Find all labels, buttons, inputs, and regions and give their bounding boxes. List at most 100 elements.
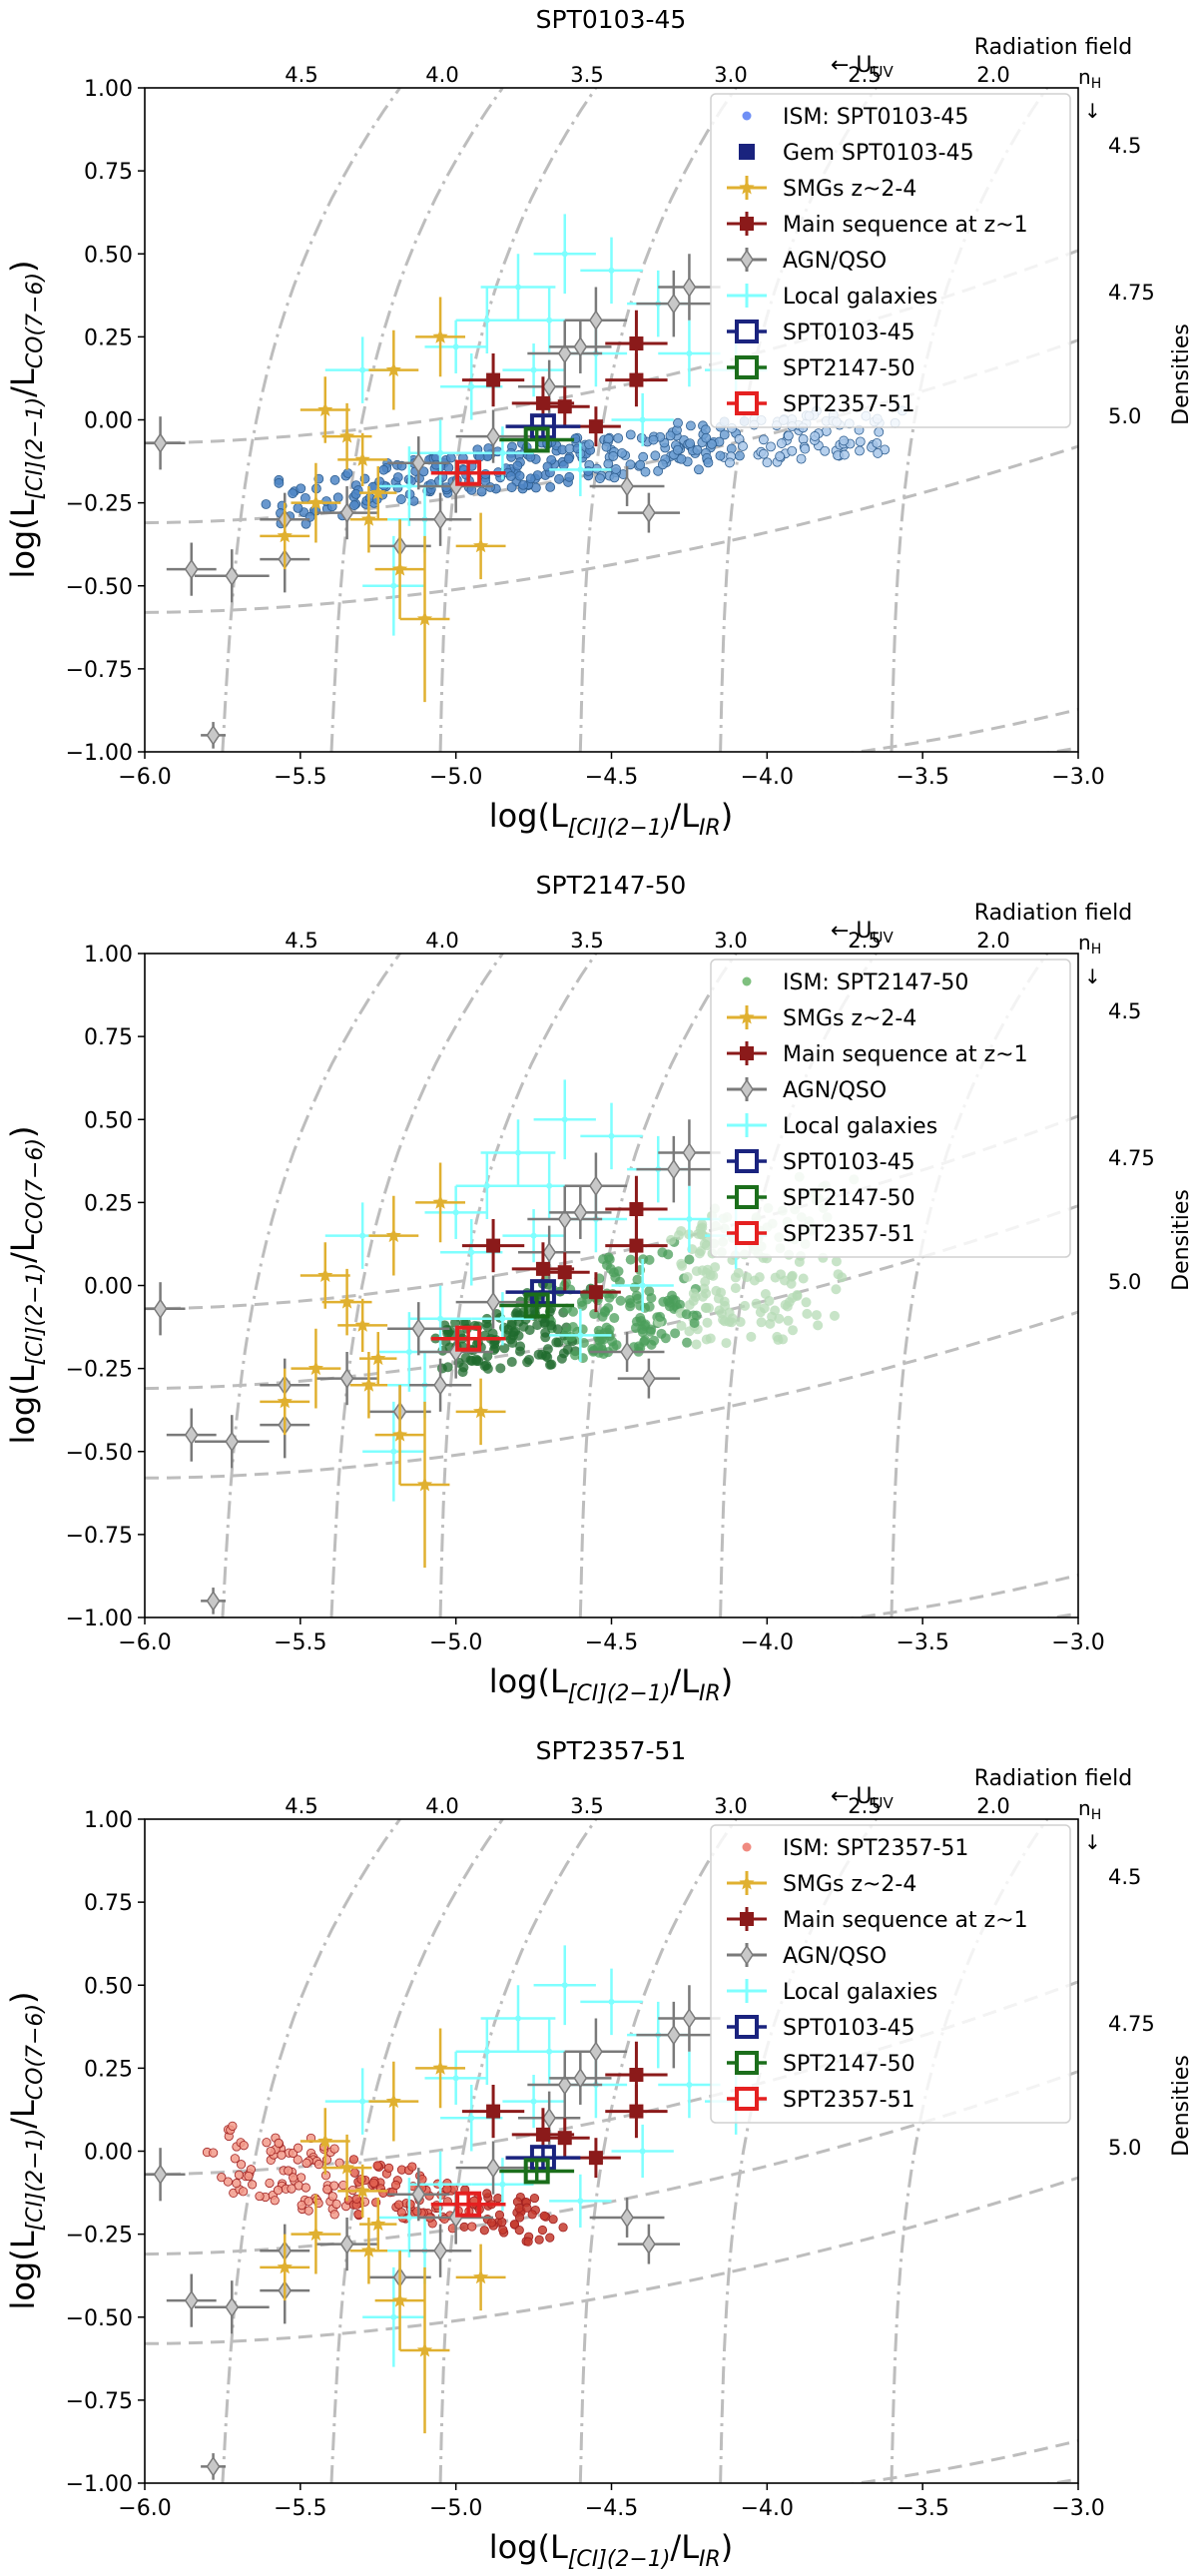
y-tick-label: 0.75 bbox=[84, 160, 133, 185]
ism-point bbox=[725, 457, 735, 468]
smg-point bbox=[416, 1477, 433, 1492]
ism-point bbox=[603, 1302, 614, 1313]
ism-point bbox=[787, 445, 798, 456]
legend-spt-marker bbox=[735, 2015, 759, 2039]
ism-point bbox=[329, 2210, 339, 2220]
ism-point bbox=[459, 2222, 469, 2232]
ism-point bbox=[248, 2180, 258, 2190]
top-tick-label: 3.0 bbox=[714, 1794, 747, 1818]
agn-point bbox=[486, 1291, 500, 1313]
y-tick-label: 0.50 bbox=[84, 1108, 133, 1133]
ism-point bbox=[719, 429, 730, 440]
y-tick-label: −1.00 bbox=[66, 741, 133, 766]
radiation-curve bbox=[578, 1819, 738, 2483]
ism-point bbox=[529, 2193, 540, 2204]
radiation-curve bbox=[438, 1819, 598, 2483]
agn-point bbox=[206, 725, 221, 746]
ism-point bbox=[609, 472, 620, 483]
ism-point bbox=[296, 483, 306, 494]
local-galaxy-point bbox=[561, 1982, 568, 1989]
densities-label: Densities bbox=[1169, 2055, 1194, 2157]
ism-point bbox=[701, 1334, 712, 1345]
legend-spt-marker bbox=[735, 355, 759, 379]
densities-label: Densities bbox=[1169, 1189, 1194, 1291]
smg-point bbox=[339, 1294, 355, 1309]
ism-point bbox=[273, 2186, 284, 2196]
ism-point bbox=[329, 2144, 339, 2154]
local-galaxy-point bbox=[437, 1315, 444, 1322]
ism-point bbox=[689, 1317, 700, 1328]
top-tick-label: 4.5 bbox=[285, 63, 317, 87]
ism-point bbox=[374, 476, 385, 487]
x-tick-label: −4.0 bbox=[741, 2496, 794, 2521]
ism-point bbox=[673, 417, 683, 428]
density-label-50: 5.0 bbox=[1108, 1270, 1141, 1294]
radiation-curve bbox=[438, 954, 598, 1617]
ism-point bbox=[589, 1309, 600, 1320]
legend-ms-marker bbox=[740, 1912, 754, 1926]
ism-point bbox=[548, 2215, 558, 2225]
ism-point bbox=[537, 2225, 548, 2236]
x-tick-label: −6.0 bbox=[118, 765, 171, 790]
local-galaxy-point bbox=[390, 582, 397, 589]
legend-label: AGN/QSO bbox=[783, 249, 887, 274]
local-galaxy-point bbox=[468, 2115, 475, 2122]
y-tick-label: 0.75 bbox=[84, 1891, 133, 1916]
ism-point bbox=[751, 1298, 762, 1309]
ism-point bbox=[533, 1349, 544, 1360]
main-sequence-point bbox=[557, 1265, 572, 1280]
agn-point bbox=[666, 293, 681, 315]
spt-marker bbox=[523, 426, 550, 453]
ism-point bbox=[506, 482, 517, 493]
ism-point bbox=[783, 1315, 794, 1326]
smg-point bbox=[473, 1403, 489, 1419]
agn-point bbox=[620, 475, 634, 497]
ism-point bbox=[874, 426, 885, 437]
density-label-50: 5.0 bbox=[1108, 404, 1141, 428]
ism-point bbox=[284, 2166, 294, 2176]
ism-point bbox=[255, 2191, 265, 2202]
x-tick-label: −6.0 bbox=[118, 1630, 171, 1655]
legend-spt-marker bbox=[735, 1185, 759, 1209]
radiation-curve bbox=[578, 88, 738, 752]
local-galaxy-point bbox=[359, 2098, 366, 2105]
panel-spt0103-45: SPT0103-45 Radiation field ← UUV nH ↓ De… bbox=[4, 5, 1194, 841]
ism-point bbox=[266, 2146, 276, 2157]
ism-point bbox=[733, 1267, 744, 1278]
ism-point bbox=[603, 458, 614, 469]
panel-title: SPT2147-50 bbox=[536, 871, 687, 900]
y-tick-label: 0.00 bbox=[84, 409, 133, 434]
ism-point bbox=[713, 1293, 724, 1304]
y-tick-label: −0.25 bbox=[66, 1358, 133, 1383]
ism-point bbox=[479, 2226, 489, 2236]
ism-point bbox=[773, 1334, 784, 1345]
ism-points bbox=[202, 2121, 568, 2247]
ism-point bbox=[676, 453, 687, 464]
local-galaxy-point bbox=[452, 343, 459, 350]
density-label-45: 4.5 bbox=[1108, 999, 1141, 1023]
ism-point bbox=[711, 1285, 722, 1296]
ism-point bbox=[740, 1300, 751, 1311]
local-galaxy-point bbox=[561, 251, 568, 258]
ism-point bbox=[691, 1339, 702, 1350]
local-galaxy-point bbox=[437, 2181, 444, 2188]
smg-point bbox=[432, 2060, 448, 2075]
smg-point bbox=[432, 1194, 448, 1209]
ism-point bbox=[566, 1331, 577, 1342]
density-curve bbox=[847, 708, 1078, 752]
radiation-curve bbox=[578, 954, 738, 1617]
density-curve bbox=[145, 1310, 1078, 1480]
ism-point bbox=[522, 2203, 532, 2213]
y-axis-label: log(L[CI](2−1)/LCO(7−6)) bbox=[4, 260, 48, 578]
local-galaxy-point bbox=[405, 2215, 412, 2221]
nh-label: nH bbox=[1078, 1796, 1101, 1823]
legend-spt-marker bbox=[735, 2087, 759, 2111]
ism-point bbox=[392, 482, 403, 493]
agn-point bbox=[206, 2456, 221, 2477]
density-curve bbox=[1043, 746, 1078, 752]
smg-point bbox=[277, 2258, 293, 2274]
nh-arrow: ↓ bbox=[1084, 99, 1101, 123]
smg-point bbox=[360, 1377, 376, 1392]
main-sequence-point bbox=[629, 1238, 644, 1253]
agn-point bbox=[411, 2184, 426, 2206]
